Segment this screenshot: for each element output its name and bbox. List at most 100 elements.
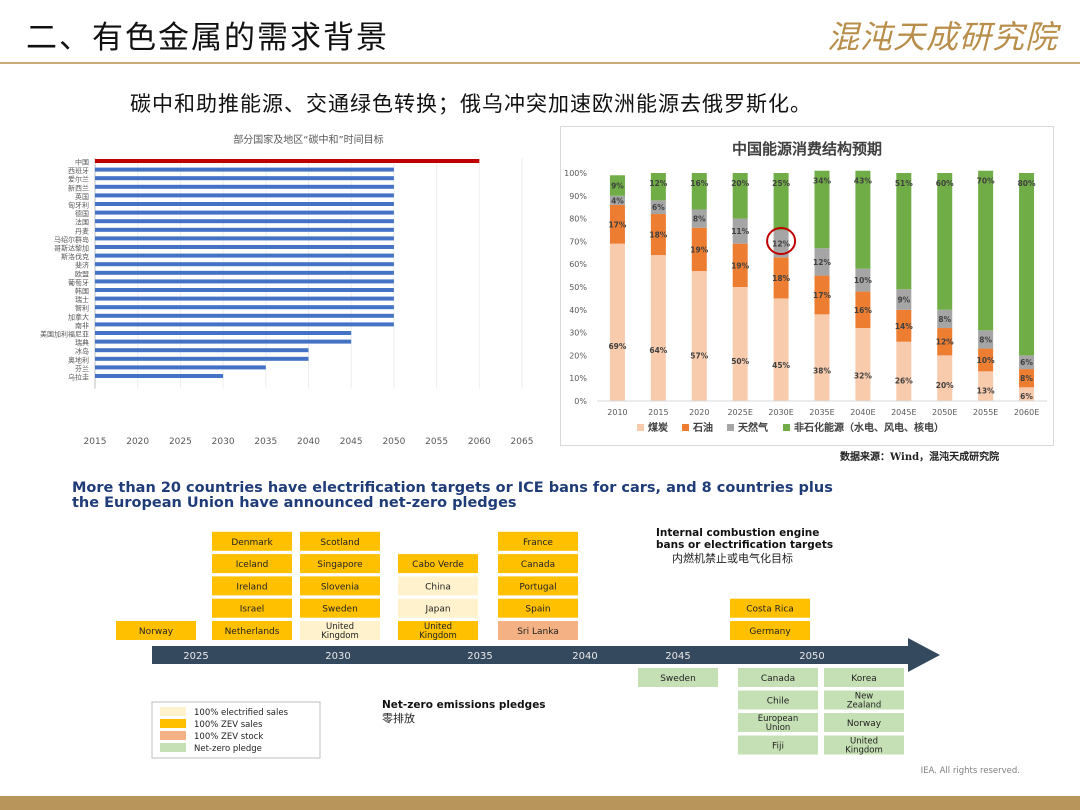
bar-葡萄牙 <box>95 279 394 284</box>
chart-title: 部分国家及地区“碳中和”时间目标 <box>233 133 383 146</box>
x-tick-label: 2015 <box>84 437 107 447</box>
data-label: 12% <box>936 338 954 347</box>
x-tick-label: 2065 <box>511 437 534 447</box>
country-box-2030a <box>212 531 292 551</box>
legend-label: Net-zero pledge <box>194 744 262 754</box>
data-label: 16% <box>854 306 872 315</box>
x-tick-label: 2055 <box>425 437 448 447</box>
country-label: Japan <box>424 605 450 615</box>
y-category-label: 丹麦 <box>75 226 89 235</box>
data-label: 8% <box>938 315 951 324</box>
country-label: Korea <box>851 674 877 684</box>
country-label: France <box>523 538 553 548</box>
country-label: United <box>326 622 354 632</box>
bar-segment-2035E-1 <box>814 275 830 315</box>
bar-segment-2030E-2 <box>773 230 789 258</box>
y-category-label: 爱尔兰 <box>68 175 89 184</box>
country-box-2050 <box>730 621 810 640</box>
bar-加拿大 <box>95 313 394 318</box>
x-tick-label: 2015 <box>648 408 668 417</box>
y-category-label: 斐济 <box>75 261 89 270</box>
bar-segment-2020-3 <box>691 173 707 210</box>
country-box-2050b <box>824 668 904 687</box>
country-box-2030b <box>300 598 380 618</box>
data-label: 8% <box>1020 374 1033 383</box>
y-category-label: 匈牙利 <box>68 201 89 210</box>
bar-丹麦 <box>95 227 394 232</box>
header-divider <box>0 62 1080 64</box>
bar-segment-2025E-2 <box>732 218 748 244</box>
legend-swatch <box>637 424 644 431</box>
y-tick-label: 90% <box>569 192 587 201</box>
ice-label-cn: 内燃机禁止或电气化目标 <box>672 551 793 565</box>
legend-swatch <box>682 424 689 431</box>
y-category-label: 哥斯达黎加 <box>54 244 89 253</box>
y-category-label: 法国 <box>75 218 89 227</box>
data-label: 8% <box>979 335 992 344</box>
y-category-label: 瑞典 <box>75 338 89 347</box>
country-box-2035 <box>398 621 478 640</box>
bar-瑞士 <box>95 296 394 301</box>
country-box-2030a <box>212 598 292 618</box>
country-label: Sweden <box>322 605 358 615</box>
country-box-2035 <box>398 598 478 618</box>
country-label: Israel <box>240 605 265 615</box>
y-tick-label: 70% <box>569 237 587 246</box>
country-label: Zealand <box>847 701 882 711</box>
country-label: Slovenia <box>321 582 359 592</box>
y-category-label: 新西兰 <box>68 183 89 192</box>
y-tick-label: 20% <box>569 351 587 360</box>
country-box-2050 <box>730 598 810 618</box>
y-tick-label: 100% <box>564 169 587 178</box>
data-label: 64% <box>649 346 667 355</box>
x-tick-label: 2035 <box>254 437 277 447</box>
country-label: Portugal <box>519 582 556 592</box>
x-tick-label: 2060E <box>1014 408 1039 417</box>
y-tick-label: 50% <box>569 283 587 292</box>
bar-segment-2025E-3 <box>732 173 748 219</box>
bar-segment-2060E-2 <box>1019 355 1035 370</box>
data-label: 51% <box>895 179 913 188</box>
data-label: 69% <box>608 342 626 351</box>
country-label: Ireland <box>236 582 267 592</box>
bar-segment-2055E-2 <box>978 330 994 349</box>
data-label: 45% <box>772 361 790 370</box>
energy-structure-chart-svg: 中国能源消费结构预期 0% 10% 20% 30% 40% 50% 60% 70% 80% 90% 1… <box>564 140 1047 434</box>
country-box-2050a <box>738 690 818 710</box>
country-label: Chile <box>767 697 790 707</box>
legend-label: 石油 <box>692 421 713 434</box>
bar-segment-2040E-1 <box>855 291 871 329</box>
country-label: Spain <box>525 605 550 615</box>
data-label: 6% <box>652 203 665 212</box>
country-label: Iceland <box>236 560 269 570</box>
y-category-label: 马绍尔群岛 <box>54 235 89 244</box>
data-label: 10% <box>854 276 872 285</box>
country-box-2030b <box>300 531 380 551</box>
y-category-label: 智利 <box>75 304 89 313</box>
country-box-2030a <box>212 621 292 640</box>
ev-targets-timeline: More than 20 countries have electrificat… <box>58 474 1048 784</box>
country-label: Union <box>766 723 791 733</box>
bar-segment-2035E-3 <box>814 170 830 249</box>
data-label: 50% <box>731 357 749 366</box>
chart-title: 中国能源消费结构预期 <box>732 140 882 158</box>
data-label: 34% <box>813 177 831 186</box>
country-box-2035 <box>398 576 478 596</box>
bar-爱尔兰 <box>95 176 394 181</box>
bar-西班牙 <box>95 167 394 172</box>
legend-label: 100% ZEV sales <box>194 720 263 730</box>
country-box-2030a <box>212 554 292 574</box>
timeline-year: 2050 <box>799 651 824 662</box>
country-label: United <box>850 737 878 747</box>
y-category-label: 瑞士 <box>75 295 89 304</box>
x-tick-label: 2030 <box>212 437 235 447</box>
bar-英国 <box>95 193 394 198</box>
country-box-2025 <box>116 621 196 640</box>
bar-segment-2045E-0 <box>896 341 912 401</box>
data-label: 13% <box>977 387 995 396</box>
country-label: European <box>758 714 799 724</box>
data-label: 18% <box>772 274 790 283</box>
country-label: Kingdom <box>845 746 883 756</box>
bar-segment-2055E-3 <box>978 170 994 331</box>
data-label: 16% <box>690 179 708 188</box>
